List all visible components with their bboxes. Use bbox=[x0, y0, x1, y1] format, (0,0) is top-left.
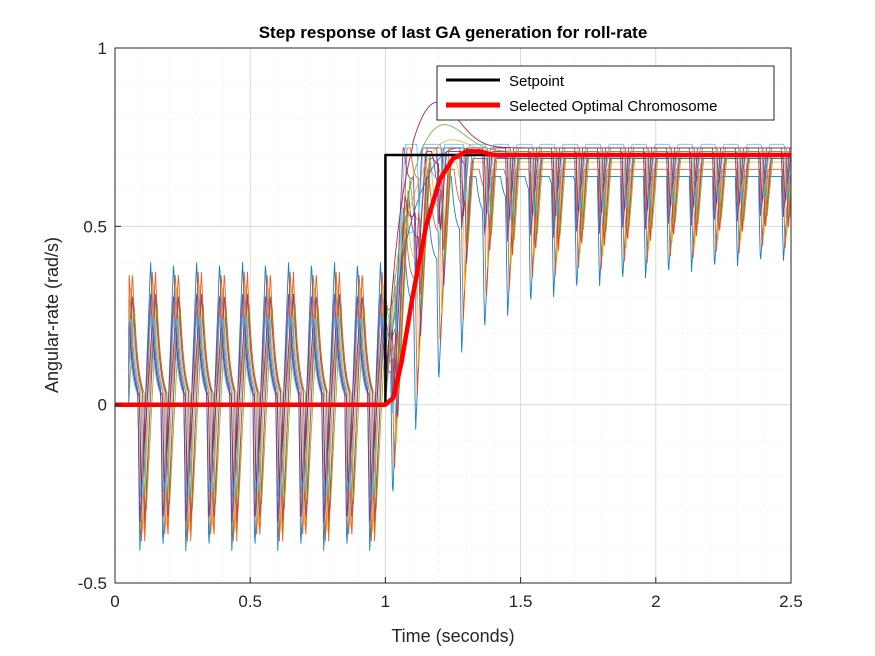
y-tick-label: 0.5 bbox=[83, 217, 107, 236]
x-axis-label: Time (seconds) bbox=[391, 626, 514, 646]
candidate-response-line bbox=[115, 143, 792, 497]
x-tick-label: 1 bbox=[381, 592, 390, 611]
y-axis-label: Angular-rate (rad/s) bbox=[42, 237, 62, 393]
main-series bbox=[115, 149, 791, 407]
x-tick-label: 1.5 bbox=[509, 592, 533, 611]
legend-label-setpoint: Setpoint bbox=[509, 73, 565, 90]
legend: Setpoint Selected Optimal Chromosome bbox=[436, 65, 775, 121]
y-tick-label: 0 bbox=[98, 396, 107, 415]
y-axis-ticks: -0.5 0 0.5 1 bbox=[78, 39, 121, 593]
chart-title: Step response of last GA generation for … bbox=[259, 23, 648, 42]
x-tick-label: 0.5 bbox=[238, 592, 262, 611]
legend-label-optimal: Selected Optimal Chromosome bbox=[509, 98, 717, 115]
y-tick-label: 1 bbox=[98, 39, 107, 58]
optimal-chromosome-line bbox=[115, 149, 791, 407]
x-axis-ticks: 0 0.5 1 1.5 2 2.5 bbox=[110, 577, 803, 611]
x-tick-label: 2 bbox=[651, 592, 660, 611]
plot-area bbox=[114, 47, 792, 584]
legend-box bbox=[436, 65, 775, 121]
x-tick-label: 0 bbox=[110, 592, 119, 611]
y-tick-label: -0.5 bbox=[78, 574, 107, 593]
x-tick-label: 2.5 bbox=[779, 592, 803, 611]
